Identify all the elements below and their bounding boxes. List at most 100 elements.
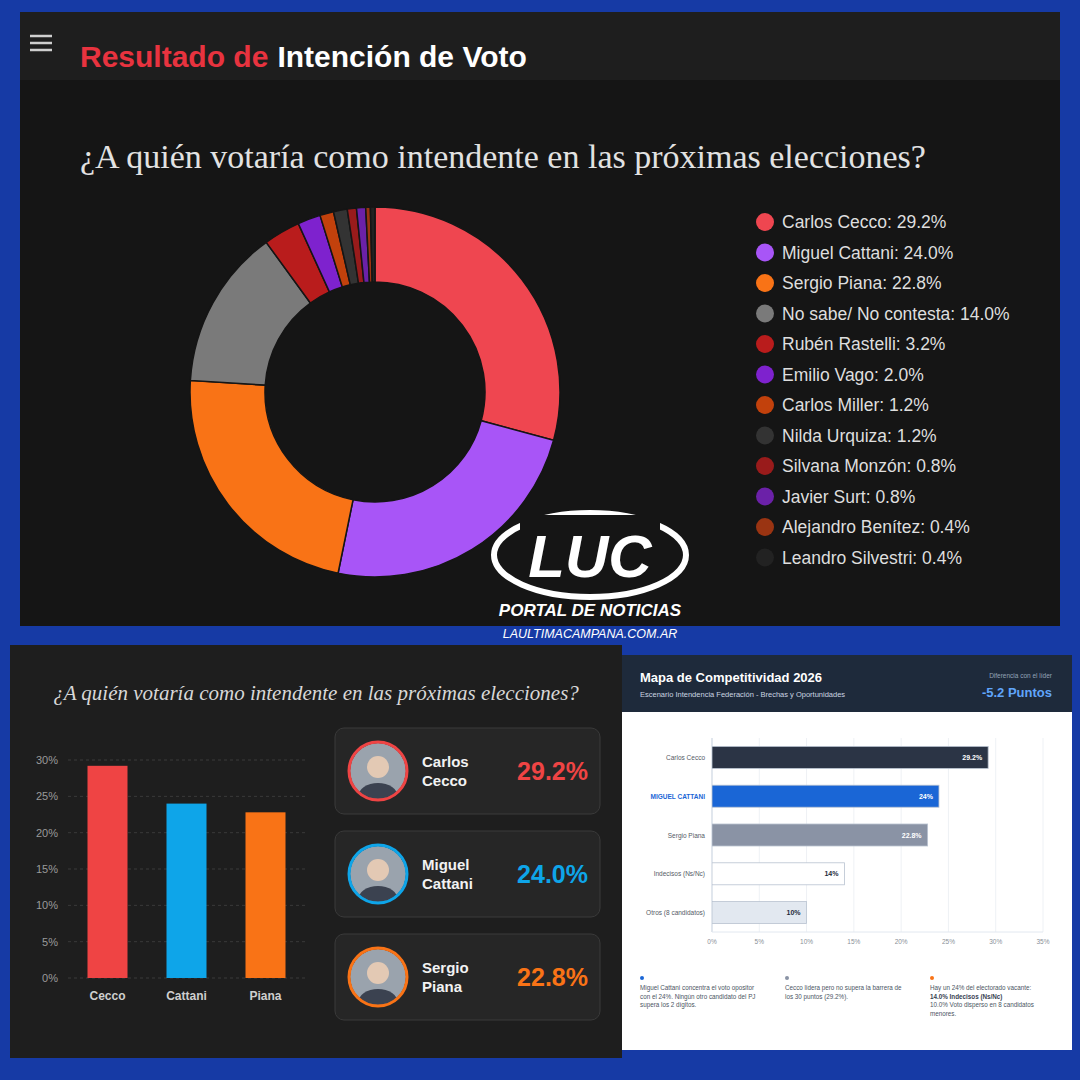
- text-line: Piana: [422, 978, 463, 995]
- legend-entry: No sabe/ No contesta: 14.0%: [782, 304, 1010, 324]
- legend-entry: Emilio Vago: 2.0%: [782, 365, 924, 385]
- category-label: Indecisos (Ns/Nc): [654, 870, 705, 878]
- photo-ring: [349, 948, 407, 1006]
- tick-label: 15%: [847, 938, 860, 945]
- text-line: Carlos: [422, 753, 469, 770]
- donut-slice: [370, 207, 375, 282]
- tick-label: 35%: [1036, 938, 1049, 945]
- legend-swatch: [756, 518, 774, 536]
- category-label: Sergio Piana: [668, 832, 706, 840]
- bar: [712, 902, 807, 924]
- text-line: menores.: [930, 1010, 956, 1017]
- tick-label: 0%: [42, 972, 58, 984]
- legend-entry: Miguel Cattani: 24.0%: [782, 243, 953, 263]
- legend-swatch: [756, 274, 774, 292]
- bar: [246, 812, 286, 978]
- category-label: Cecco: [89, 989, 125, 1003]
- legend-entry: Nilda Urquiza: 1.2%: [782, 426, 937, 446]
- text-line: 10.0% Voto disperso en 8 candidatos: [930, 1001, 1034, 1009]
- footnote-dot: [640, 976, 644, 980]
- legend-value: 1.2%: [897, 426, 937, 446]
- data-label: 14%: [824, 870, 839, 877]
- menu-icon: [30, 49, 52, 52]
- panel-background: [622, 655, 1072, 1050]
- annotation: -5.2 Puntos: [982, 685, 1052, 700]
- footnote-dot: [785, 976, 789, 980]
- legend-name: Miguel Cattani: [782, 243, 894, 263]
- data-label: 10%: [787, 909, 802, 916]
- bar: [712, 746, 988, 768]
- bar: [712, 824, 928, 846]
- legend-value: 0.4%: [930, 517, 970, 537]
- legend-name: Carlos Miller: [782, 395, 879, 415]
- logo: LUCPORTAL DE NOTICIASLAULTIMACAMPANA.COM…: [494, 513, 686, 641]
- text-line: los 30 puntos (29.2%).: [785, 993, 848, 1001]
- legend-entry: Carlos Cecco: 29.2%: [782, 212, 946, 232]
- legend-name: Silvana Monzón: [782, 456, 907, 476]
- card: [335, 831, 600, 917]
- text-line: con el 24%. Ningún otro candidato del PJ: [640, 993, 756, 1001]
- tick-label: 25%: [942, 938, 955, 945]
- data-label: 22.8%: [902, 832, 923, 839]
- panel-background: [10, 645, 622, 1058]
- legend-swatch: [756, 488, 774, 506]
- tick-label: 10%: [800, 938, 813, 945]
- card-value: 24.0%: [517, 860, 588, 888]
- grid-line: [1043, 738, 1044, 932]
- axis-line: [712, 932, 1043, 933]
- logo-subtitle: PORTAL DE NOTICIAS: [499, 601, 682, 620]
- bar-panel: ¿A quién votaría como intendente en las …: [10, 645, 622, 1058]
- legend-entry: Rubén Rastelli: 3.2%: [782, 334, 945, 354]
- legend-separator: :: [887, 212, 897, 232]
- panel-header: [622, 655, 1072, 712]
- photo-ring: [349, 845, 407, 903]
- bar: [712, 785, 939, 807]
- legend-separator: :: [896, 334, 906, 354]
- legend-entry: Sergio Piana: 22.8%: [782, 273, 942, 293]
- legend-swatch: [756, 366, 774, 384]
- legend-entry: Javier Surt: 0.8%: [782, 487, 915, 507]
- grid-line: [68, 760, 305, 761]
- legend-separator: :: [950, 304, 960, 324]
- text-line: supera los 2 dígitos.: [640, 1001, 697, 1009]
- footnote: 14.0% Indecisos (Ns/Nc): [930, 993, 1002, 1001]
- legend-value: 22.8%: [892, 273, 942, 293]
- legend-separator: :: [879, 395, 889, 415]
- text-line: Cecco lidera pero no supera la barrera d…: [785, 984, 902, 992]
- menu-icon: [30, 35, 52, 38]
- menu-icon: [30, 42, 52, 45]
- donut: [190, 207, 560, 577]
- legend-value: 29.2%: [897, 212, 947, 232]
- legend-swatch: [756, 549, 774, 567]
- chart-title: Mapa de Competitividad 2026: [640, 670, 822, 685]
- tick-label: 25%: [36, 790, 58, 802]
- legend-name: Sergio Piana: [782, 273, 882, 293]
- donut-panel: Resultado deIntención de Voto¿A quién vo…: [20, 12, 1060, 626]
- card-value: 29.2%: [517, 757, 588, 785]
- legend-separator: :: [882, 273, 892, 293]
- legend-swatch: [756, 244, 774, 262]
- legend-entry: Alejandro Benítez: 0.4%: [782, 517, 970, 537]
- legend-swatch: [756, 396, 774, 414]
- footnote: 10.0% Voto disperso en 8 candidatosmenor…: [930, 1001, 1034, 1017]
- category-label: MIGUEL CATTANI: [650, 793, 705, 800]
- category-label: Piana: [249, 989, 281, 1003]
- legend-name: Leandro Silvestri: [782, 548, 912, 568]
- legend-separator: :: [894, 243, 904, 263]
- chart-title: ¿A quién votaría como intendente en las …: [53, 681, 579, 705]
- tick-label: 20%: [895, 938, 908, 945]
- legend-value: 24.0%: [904, 243, 954, 263]
- text-line: Miguel Cattani concentra el voto oposito…: [640, 984, 754, 992]
- legend-name: Alejandro Benítez: [782, 517, 920, 537]
- bar: [712, 863, 844, 885]
- header-title: Resultado de: [80, 40, 268, 73]
- stage: Resultado de Intención de Voto ¿A quién vo…: [0, 0, 1080, 1080]
- legend-swatch: [756, 335, 774, 353]
- text-line: Sergio: [422, 959, 469, 976]
- header-title: Intención de Voto: [277, 40, 526, 73]
- tick-label: 30%: [36, 754, 58, 766]
- legend-separator: :: [874, 365, 884, 385]
- photo-head: [367, 962, 389, 984]
- footnote: Cecco lidera pero no supera la barrera d…: [785, 984, 902, 1001]
- tick-label: 5%: [755, 938, 765, 945]
